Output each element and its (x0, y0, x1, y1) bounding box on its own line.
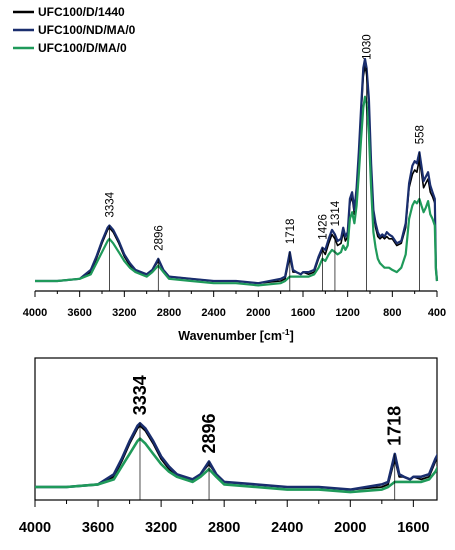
top-peak-label-558: 558 (414, 125, 426, 144)
top-peak-label-1426: 1426 (317, 214, 329, 240)
bottom-tick-label-2800: 2800 (208, 520, 240, 536)
top-x-ticks: 4000 3600 3200 2800 2400 2000 1600 1200 800 400 (23, 291, 446, 319)
top-tick-label-2000: 2000 (246, 307, 270, 319)
bottom-peak-label-3334: 3334 (130, 375, 150, 415)
top-peak-label-2896: 2896 (153, 225, 165, 251)
bottom-peak-label-2896: 2896 (199, 413, 219, 453)
bottom-series-line-2 (35, 422, 437, 491)
bottom-tick-label-2000: 2000 (334, 520, 366, 536)
bottom-tick-label-1600: 1600 (397, 520, 429, 536)
bottom-tick-label-3600: 3600 (82, 520, 114, 536)
bottom-peak-markers: 3334 2896 1718 (130, 375, 405, 500)
top-peak-label-1718: 1718 (285, 219, 297, 245)
top-tick-label-3600: 3600 (67, 307, 91, 319)
bottom-series-line-3 (35, 437, 437, 494)
top-tick-label-3200: 3200 (112, 307, 136, 319)
top-tick-label-2800: 2800 (157, 307, 181, 319)
top-tick-label-2400: 2400 (201, 307, 225, 319)
top-tick-label-400: 400 (428, 307, 446, 319)
top-series-line-3 (35, 95, 439, 287)
bottom-peak-label-1718: 1718 (385, 406, 405, 446)
bottom-frame (34, 357, 438, 501)
legend-label-ufc100-d-1440: UFC100/D/1440 (38, 5, 125, 19)
legend: UFC100/D/1440 UFC100/ND/MA/0 UFC100/D/MA… (13, 5, 136, 55)
top-series-line-2 (35, 57, 439, 285)
bottom-tick-label-3200: 3200 (145, 520, 177, 536)
bottom-x-ticks: 4000 3600 3200 2800 2400 2000 1600 (19, 500, 429, 536)
top-peak-label-1030: 1030 (362, 34, 374, 60)
top-tick-label-1200: 1200 (335, 307, 359, 319)
xlabel-sup: -1 (282, 327, 290, 337)
xlabel-tail: ] (290, 329, 294, 343)
bottom-tick-label-4000: 4000 (19, 520, 51, 536)
bottom-tick-label-2400: 2400 (271, 520, 303, 536)
top-x-axis-label: Wavenumber [cm-1] (178, 327, 293, 343)
xlabel-main: Wavenumber [cm (178, 329, 282, 343)
top-series-group (35, 57, 439, 287)
bottom-series-group (35, 422, 437, 494)
chart-bottom: 3334 2896 1718 4000 3600 3200 2800 2400 2000 160… (19, 357, 438, 536)
bottom-series-line-1 (35, 424, 437, 491)
legend-label-ufc100-d-ma-0: UFC100/D/MA/0 (38, 41, 127, 55)
legend-label-ufc100-nd-ma-0: UFC100/ND/MA/0 (38, 23, 136, 37)
top-tick-label-1600: 1600 (291, 307, 315, 319)
top-peak-label-3334: 3334 (104, 191, 116, 217)
top-peak-label-1314: 1314 (330, 200, 342, 226)
top-tick-label-4000: 4000 (23, 307, 47, 319)
top-tick-label-800: 800 (383, 307, 401, 319)
